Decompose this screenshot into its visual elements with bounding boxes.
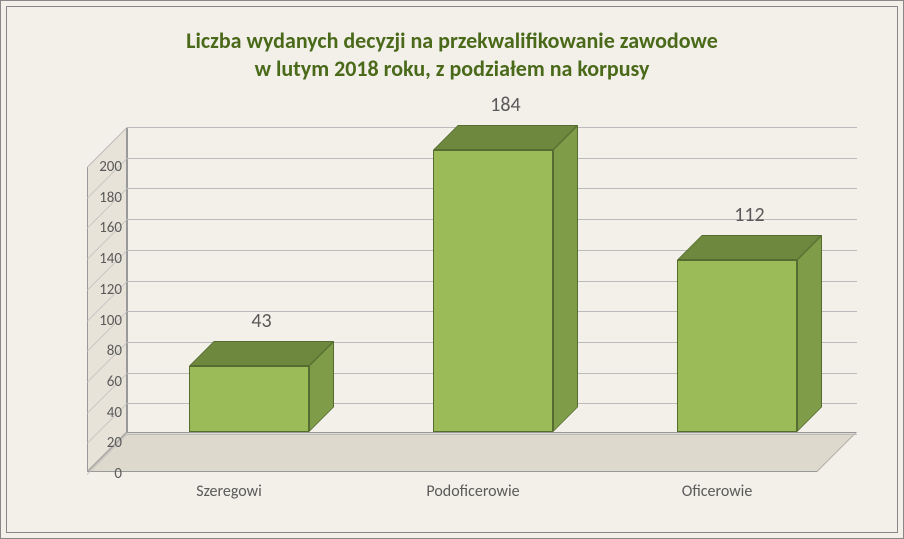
bar-front [189, 366, 309, 432]
y-tick-label: 0 [82, 465, 122, 483]
y-tick-label: 80 [82, 342, 122, 360]
y-tick-label: 180 [82, 189, 122, 207]
bar: 112 [677, 260, 797, 432]
y-tick-label: 160 [82, 219, 122, 237]
bar-side [797, 235, 822, 432]
title-line-2: w lutym 2018 roku, z podziałem na korpus… [255, 55, 650, 82]
bar: 184 [433, 150, 553, 432]
bar: 43 [189, 366, 309, 432]
x-tick-label: Oficerowie [595, 482, 839, 501]
bar-top [189, 341, 334, 366]
bar-top [433, 125, 578, 150]
x-tick-label: Podoficerowie [351, 482, 595, 501]
plot-area: 02040608010012014016018020043Szeregowi18… [67, 127, 857, 472]
bar-side [553, 125, 578, 432]
bar-value-label: 112 [690, 203, 810, 227]
chart-inner-border: Liczba wydanych decyzji na przekwalifiko… [6, 6, 898, 533]
y-tick-label: 20 [82, 434, 122, 452]
bar-front [433, 150, 553, 432]
chart-container: Liczba wydanych decyzji na przekwalifiko… [0, 0, 904, 539]
y-tick-label: 100 [82, 312, 122, 330]
y-tick-label: 60 [82, 373, 122, 391]
bar-value-label: 184 [446, 93, 566, 117]
bar-top [677, 235, 822, 260]
y-tick-label: 140 [82, 250, 122, 268]
bar-front [677, 260, 797, 432]
x-tick-label: Szeregowi [107, 482, 351, 501]
y-tick-label: 40 [82, 404, 122, 422]
chart-title: Liczba wydanych decyzji na przekwalifiko… [7, 7, 897, 82]
gridline [127, 434, 857, 435]
y-tick-label: 200 [82, 158, 122, 176]
bar-value-label: 43 [202, 309, 322, 333]
y-tick-label: 120 [82, 281, 122, 299]
plot-floor [87, 432, 857, 472]
title-line-1: Liczba wydanych decyzji na przekwalifiko… [186, 27, 718, 54]
